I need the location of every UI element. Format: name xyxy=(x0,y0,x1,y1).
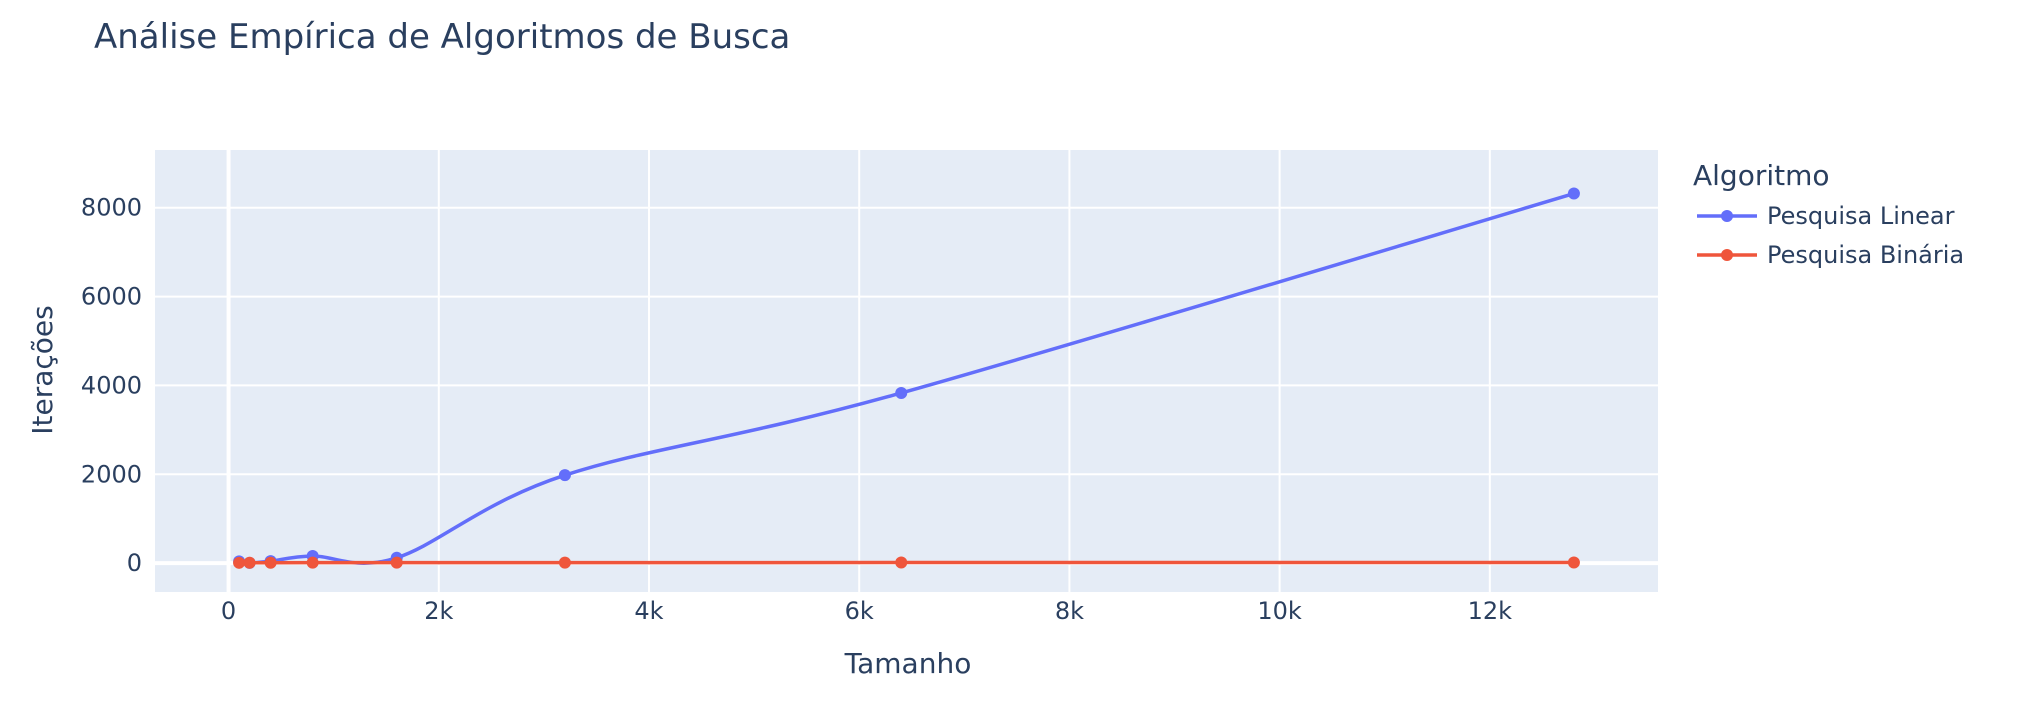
data-point xyxy=(1567,556,1580,569)
data-point xyxy=(558,556,571,569)
series-layer xyxy=(233,187,1580,569)
data-point xyxy=(306,556,319,569)
x-tick-label: 10k xyxy=(1257,597,1302,625)
y-axis-title: Iterações xyxy=(26,305,59,434)
x-tick-label: 4k xyxy=(634,597,663,625)
data-point xyxy=(558,469,571,482)
x-tick-label: 2k xyxy=(424,597,453,625)
legend-label: Pesquisa Linear xyxy=(1767,202,1955,230)
chart-title: Análise Empírica de Algoritmos de Busca xyxy=(94,17,790,57)
data-point xyxy=(264,556,277,569)
x-tick-label: 6k xyxy=(845,597,874,625)
plot-area xyxy=(155,150,1658,592)
data-point xyxy=(895,556,908,569)
y-tick-label: 6000 xyxy=(81,283,142,311)
x-axis-ticks: 0 2k 4k 6k 8k 10k 12k xyxy=(221,597,1512,625)
x-tick-label: 0 xyxy=(221,597,236,625)
x-tick-label: 8k xyxy=(1055,597,1084,625)
data-point xyxy=(895,386,908,399)
legend-label: Pesquisa Binária xyxy=(1767,241,1964,269)
legend-items: Pesquisa Linear Pesquisa Binária xyxy=(1697,202,1964,269)
legend-marker-swatch xyxy=(1721,249,1733,261)
data-point xyxy=(390,556,403,569)
series-pesquisa-binaria xyxy=(233,556,1580,569)
legend-title: Algoritmo xyxy=(1693,159,1830,192)
y-tick-label: 4000 xyxy=(81,371,142,399)
legend-item: Pesquisa Binária xyxy=(1697,241,1964,269)
legend: Algoritmo Pesquisa Linear Pesquisa Binári… xyxy=(1693,159,1964,269)
y-axis-ticks: 0 2000 4000 6000 8000 xyxy=(81,194,142,577)
grid-lines xyxy=(155,150,1658,592)
x-tick-label: 12k xyxy=(1468,597,1513,625)
data-point xyxy=(233,556,246,569)
x-axis-title: Tamanho xyxy=(844,647,972,680)
y-tick-label: 2000 xyxy=(81,460,142,488)
legend-marker-swatch xyxy=(1721,210,1733,222)
y-tick-label: 8000 xyxy=(81,194,142,222)
legend-item: Pesquisa Linear xyxy=(1697,202,1955,230)
data-point xyxy=(1567,187,1580,200)
y-tick-label: 0 xyxy=(127,549,142,577)
data-point xyxy=(243,556,256,569)
